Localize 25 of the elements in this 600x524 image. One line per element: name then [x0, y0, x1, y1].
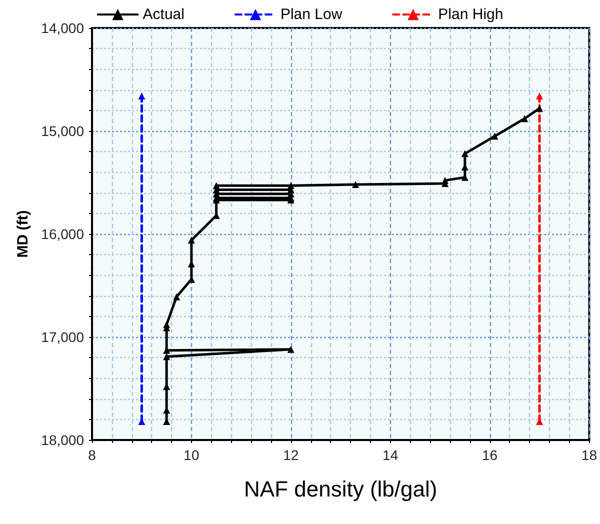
x-axis-title: NAF density (lb/gal): [244, 476, 438, 502]
point: [352, 181, 360, 188]
point: [287, 346, 294, 353]
legend-label: Plan Low: [280, 6, 342, 23]
legend-label: Plan High: [438, 6, 504, 23]
point: [491, 132, 498, 140]
point: [173, 293, 180, 300]
point: [163, 353, 170, 360]
point: [461, 150, 468, 158]
legend-label: Actual: [142, 6, 184, 23]
y-tick-label: 16,000: [41, 226, 84, 242]
x-tick-label: 10: [184, 447, 200, 463]
point: [536, 104, 543, 112]
x-tick-label: 8: [88, 447, 96, 463]
y-tick-label: 18,000: [41, 432, 84, 448]
x-tick-label: 14: [382, 447, 398, 463]
y-tick-label: 17,000: [41, 329, 84, 345]
point: [521, 115, 528, 122]
y-tick-label: 15,000: [41, 123, 84, 139]
x-tick-label: 18: [581, 447, 598, 463]
x-tick-label: 12: [283, 447, 299, 463]
point: [188, 236, 195, 244]
y-tick-label: 14,000: [41, 20, 84, 36]
y-axis-title: MD (ft): [14, 210, 32, 258]
x-tick-label: 16: [482, 447, 498, 463]
